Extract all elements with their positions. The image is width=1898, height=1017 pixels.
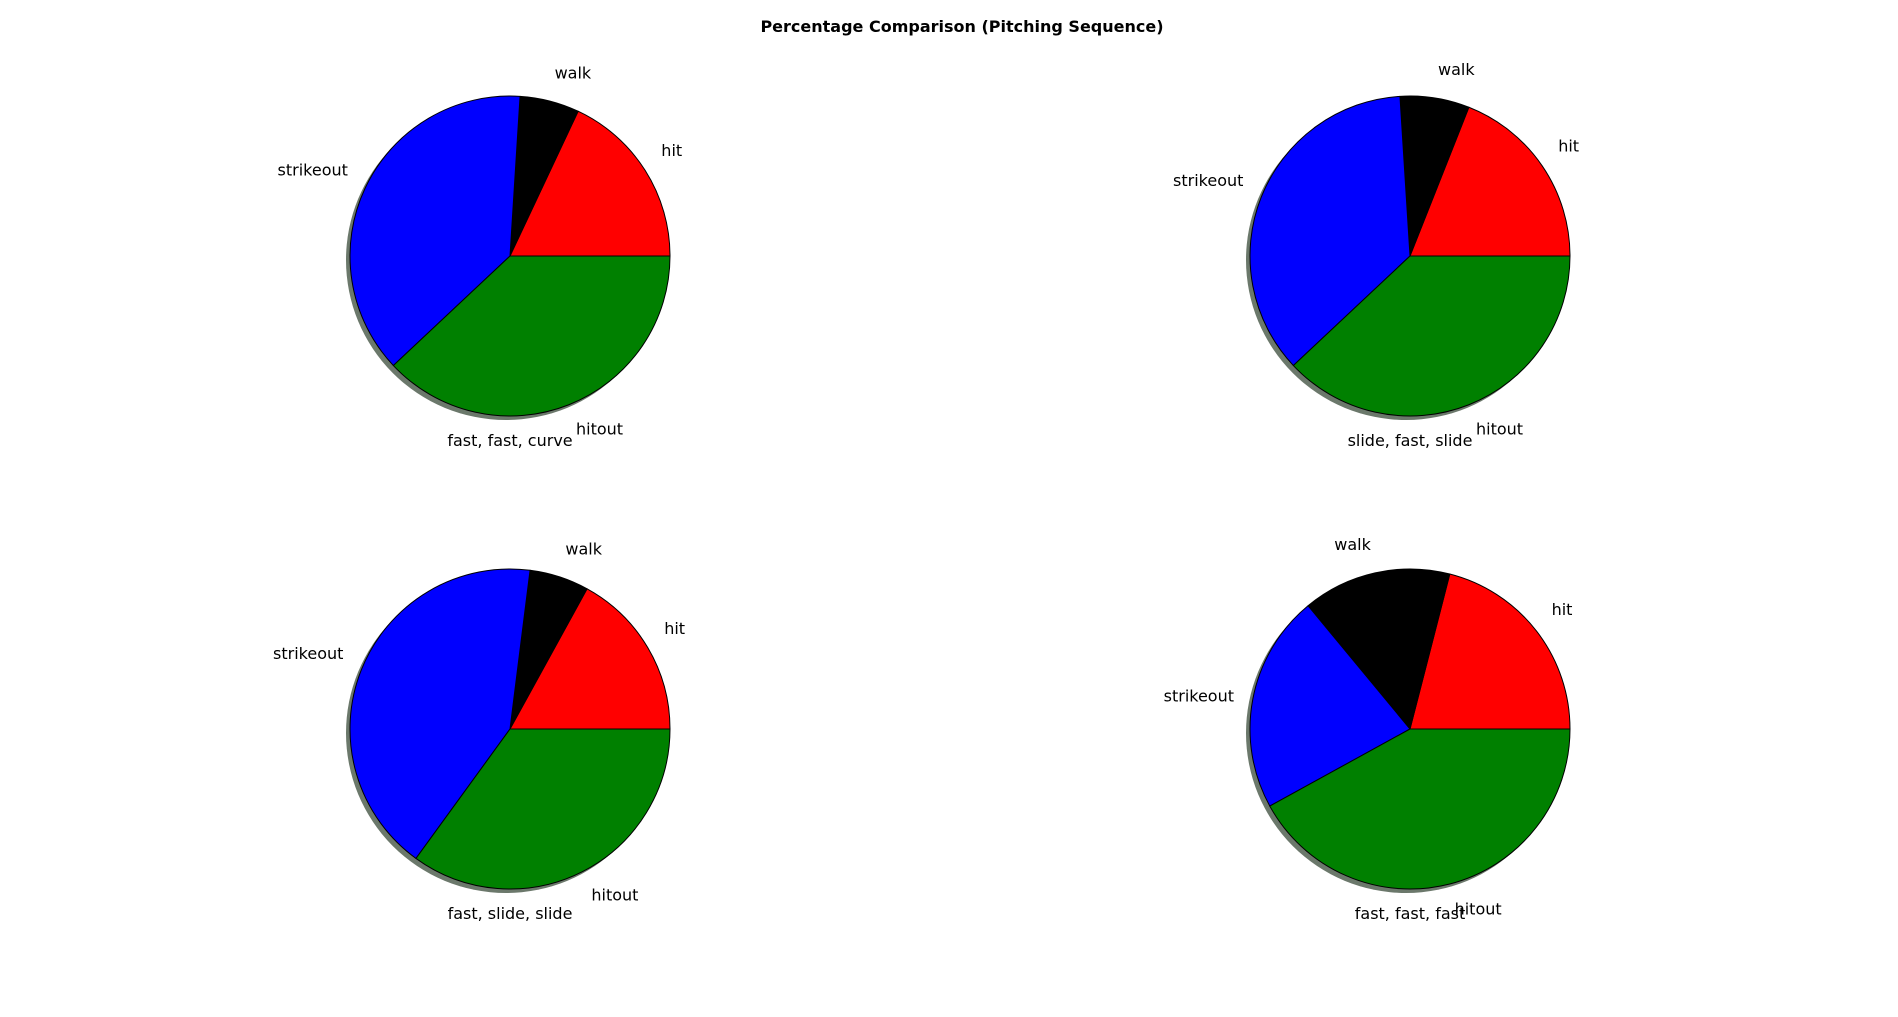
pie-xlabel: slide, fast, slide [1348,431,1473,450]
pie-slice-strikeout [349,95,521,367]
pie-label-walk: walk [1334,535,1371,554]
pie-slice-hit [509,588,671,730]
pie-slice-hitout [1269,728,1571,890]
pie-label-walk: walk [1438,60,1475,79]
pie-label-strikeout: strikeout [1164,686,1234,705]
pie-slice-hit [509,110,671,257]
pie-slice-walk [1307,568,1451,730]
pie-slice-hit [1409,106,1571,257]
pie-xlabel: fast, fast, fast [1355,904,1465,923]
pie-label-hitout: hitout [576,420,623,439]
pie-slice-strikeout [1249,95,1411,367]
pie-slice-hitout [415,728,671,890]
pie-label-hit: hit [1552,600,1573,619]
pie-slice-strikeout [349,568,531,859]
pie-chart-3: hit walk strikeout hitout fast, slide, slide [273,540,685,923]
pie-slice-hitout [1292,255,1571,417]
pie-slice-hit [1409,573,1571,730]
pie-label-strikeout: strikeout [1173,171,1243,190]
pie-xlabel: fast, fast, curve [447,431,572,450]
pie-label-hit: hit [1558,136,1579,155]
pie-slice-strikeout [1249,605,1411,807]
pie-label-walk: walk [555,63,592,82]
pie-label-hitout: hitout [591,886,638,905]
pie-xlabel: fast, slide, slide [448,904,573,923]
pie-label-hitout: hitout [1455,900,1502,919]
pie-label-walk: walk [565,540,602,559]
pie-label-strikeout: strikeout [273,644,343,663]
pie-label-hitout: hitout [1476,420,1523,439]
pie-slice-hitout [392,255,671,417]
pie-label-strikeout: strikeout [278,161,348,180]
figure-title: Percentage Comparison (Pitching Sequence… [760,17,1163,36]
pie-label-hit: hit [664,619,685,638]
pie-label-hit: hit [661,141,682,160]
